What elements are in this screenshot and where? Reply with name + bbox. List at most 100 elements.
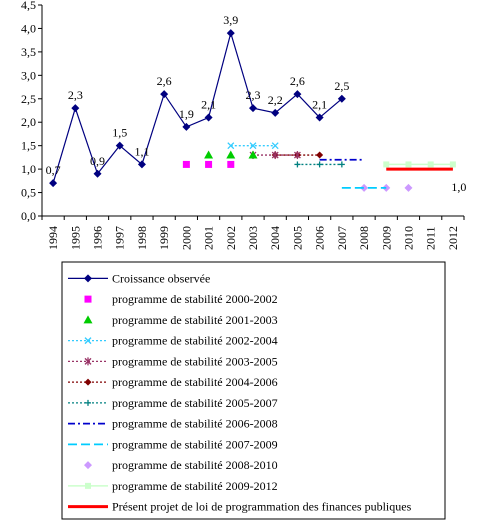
data-point	[137, 160, 146, 169]
data-label: 2,5	[334, 79, 349, 93]
data-point	[226, 150, 236, 159]
legend-label: Présent projet de loi de programmation d…	[112, 500, 412, 514]
data-point	[249, 142, 257, 150]
x-tick-label: 2011	[424, 226, 438, 250]
series-6	[294, 161, 345, 168]
y-tick-label: 2,0	[21, 115, 36, 129]
x-tick-label: 1995	[68, 226, 82, 250]
x-tick-label: 1999	[157, 226, 171, 250]
data-label: 2,2	[268, 93, 283, 107]
axes: 0,0 0,5 1,0 1,5 2,0 2,5 3,0 3,5 4,0 4,5 1994 1995 19…	[21, 0, 465, 250]
series-layer	[49, 29, 456, 192]
data-point	[84, 295, 92, 303]
series-0	[49, 29, 346, 188]
legend-item: programme de stabilité 2008-2010	[84, 458, 278, 472]
data-point	[84, 337, 92, 345]
data-point	[205, 160, 213, 168]
data-point	[271, 142, 279, 150]
legend-item: programme de stabilité 2005-2007	[68, 396, 278, 410]
data-point	[271, 151, 279, 160]
y-tick-label: 0,5	[21, 186, 36, 200]
legend-item: programme de stabilité 2009-2012	[68, 479, 278, 493]
data-point	[226, 29, 235, 38]
data-point	[85, 399, 91, 406]
series-2	[204, 150, 258, 159]
legend-item: Présent projet de loi de programmation d…	[68, 500, 412, 514]
legend-item: Croissance observée	[68, 271, 210, 285]
data-label: 0,7	[46, 163, 61, 177]
data-labels: 1,0 0,7 2,3 0,9 1,5 1,1 2,6 1,9 2,1 3,9 2,3 2,2 2,6 2…	[46, 13, 467, 194]
legend-label: programme de stabilité 2003-2005	[112, 354, 278, 368]
data-label: 1,0	[451, 180, 466, 194]
data-point	[182, 122, 191, 131]
data-point	[337, 94, 346, 103]
data-label: 1,9	[179, 107, 194, 121]
legend: Croissance observée programme de stabilit…	[61, 261, 446, 520]
data-label: 2,6	[157, 74, 172, 88]
y-tick-label: 4,0	[21, 21, 36, 35]
data-point	[383, 161, 390, 168]
data-point	[293, 151, 301, 160]
x-tick-label: 2009	[379, 226, 393, 250]
data-point	[248, 150, 258, 159]
data-point	[271, 108, 280, 117]
data-point	[83, 315, 93, 324]
x-tick-label: 2008	[357, 226, 371, 250]
legend-item: programme de stabilité 2007-2009	[68, 437, 278, 451]
y-tick-label: 1,0	[21, 162, 36, 176]
series-10	[383, 161, 456, 168]
x-tick-label: 2007	[335, 226, 349, 250]
data-point	[316, 151, 324, 159]
legend-item: programme de stabilité 2000-2002	[84, 292, 278, 306]
x-tick-label: 2010	[401, 226, 415, 250]
x-tick-label: 2005	[290, 226, 304, 250]
x-tick-label: 1997	[113, 226, 127, 250]
y-tick-label: 3,5	[21, 45, 36, 59]
x-tick-label: 2001	[202, 226, 216, 250]
y-tick-label: 0,0	[21, 209, 36, 223]
legend-box	[61, 261, 446, 520]
data-point	[49, 179, 58, 188]
data-point	[84, 378, 92, 386]
series-3	[227, 142, 279, 150]
x-tick-label: 2006	[313, 226, 327, 250]
data-point	[204, 150, 214, 159]
data-point	[84, 461, 92, 470]
legend-label: programme de stabilité 2001-2003	[112, 313, 278, 327]
x-tick-label: 2004	[268, 226, 282, 250]
x-tick-label: 1994	[46, 226, 60, 250]
data-point	[249, 104, 257, 113]
data-label: 3,9	[223, 13, 238, 27]
data-point	[71, 104, 80, 113]
data-label: 1,5	[112, 126, 127, 140]
x-tick-label: 2000	[179, 226, 193, 250]
data-point	[294, 161, 301, 168]
x-tick-label: 2003	[246, 226, 260, 250]
data-point	[449, 161, 456, 168]
legend-item: programme de stabilité 2006-2008	[68, 417, 278, 431]
legend-label: programme de stabilité 2009-2012	[112, 479, 278, 493]
series-9	[360, 183, 413, 192]
data-point	[338, 161, 345, 168]
x-tick-label: 1996	[91, 226, 105, 250]
data-point	[360, 183, 369, 192]
series-1	[182, 160, 235, 168]
data-label: 2,3	[246, 88, 261, 102]
data-point	[93, 169, 102, 178]
data-point	[182, 160, 190, 168]
data-point	[405, 161, 412, 168]
data-point	[293, 90, 302, 99]
y-tick-label: 3,0	[21, 68, 36, 82]
data-point	[227, 142, 235, 150]
legend-item: programme de stabilité 2004-2006	[68, 375, 278, 389]
data-label: 2,1	[201, 98, 216, 112]
legend-label: programme de stabilité 2005-2007	[112, 396, 278, 410]
data-point	[84, 274, 92, 283]
data-label: 2,6	[290, 74, 305, 88]
legend-item: programme de stabilité 2002-2004	[68, 334, 278, 348]
data-point	[160, 90, 169, 99]
data-point	[115, 141, 124, 150]
data-point	[427, 161, 434, 168]
legend-label: Croissance observée	[112, 271, 210, 285]
